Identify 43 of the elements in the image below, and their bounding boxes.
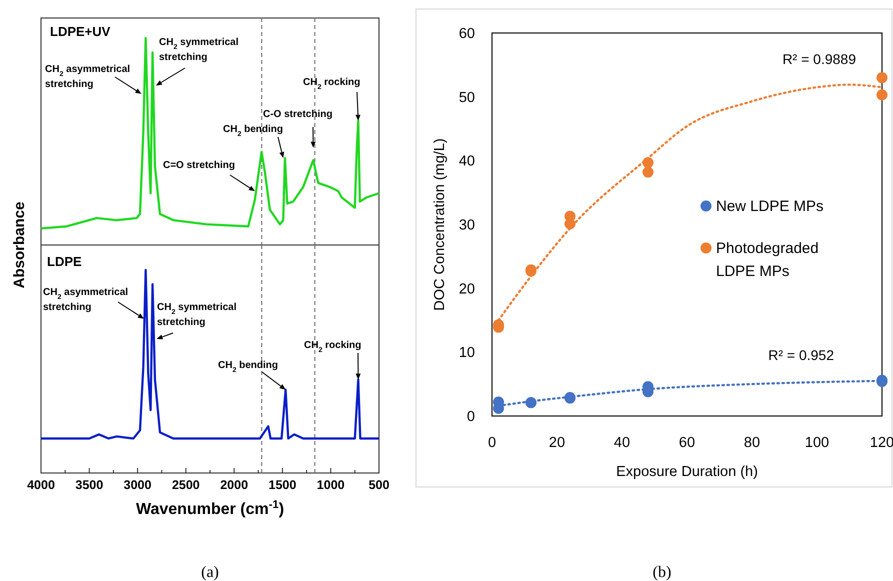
x-axis-title: Wavenumber (cm$^{-1}$)	[136, 499, 284, 518]
x-axis-title: Exposure Duration (h)	[616, 464, 758, 480]
y-tick-label: 50	[458, 90, 475, 106]
y-tick-label: 20	[458, 281, 475, 298]
legend-label: Photodegraded LDPE MPs	[716, 240, 819, 280]
x-tick-label: 40	[614, 435, 630, 451]
annotation: R² = 0.9889	[782, 51, 856, 67]
x-tick-label: 3000	[124, 478, 152, 492]
annotation: C-O stretching	[263, 109, 332, 120]
y-tick-label: 30	[458, 218, 475, 234]
text: (b)	[652, 564, 672, 581]
annotation: CH$_{2}$ bending	[218, 360, 278, 374]
x-tick-label: 60	[678, 435, 696, 451]
x-tick-label: 1500	[268, 478, 296, 492]
chart-title: LDPE+UV	[50, 24, 111, 39]
annotation: CH$_{2}$ symmetrical stretching	[157, 302, 237, 328]
y-tick-label: 60	[458, 26, 475, 42]
annotation: CH$_{2}$ asymmetrical stretching	[45, 64, 130, 90]
legend-label: New LDPE MPs	[716, 198, 824, 215]
x-tick-label: 0	[488, 435, 496, 451]
chart-title: LDPE	[47, 254, 82, 269]
x-tick-label: 500	[368, 478, 390, 492]
x-tick-label: 2500	[172, 478, 200, 492]
y-axis-title: DOC Concentration (mg/L)	[432, 138, 448, 311]
annotation: CH$_{2}$ rocking	[303, 77, 360, 90]
x-tick-label: 2000	[220, 478, 248, 492]
text: (a)	[201, 564, 219, 581]
x-tick-label: 1000	[316, 478, 345, 492]
y-axis-title: Absorbance	[11, 202, 28, 288]
annotation: R² = 0.952	[768, 347, 834, 363]
annotation: CH$_{2}$ asymmetrical stretching	[43, 287, 128, 313]
x-tick-label: 20	[548, 435, 566, 451]
y-tick-label: 0	[466, 409, 475, 425]
annotation: CH$_{2}$ bending	[223, 124, 284, 138]
y-tick-label: 10	[458, 345, 475, 362]
annotation: CH$_{2}$ symmetrical stretching	[159, 37, 239, 63]
x-tick-label: 80	[744, 435, 760, 451]
x-tick-label: 4000	[27, 478, 55, 492]
x-tick-label: 100	[804, 435, 830, 451]
annotation: C=O stretching	[163, 160, 235, 171]
annotation: CH$_{2}$ rocking	[304, 340, 362, 354]
x-tick-label: 3500	[75, 478, 104, 492]
y-tick-label: 40	[458, 154, 475, 170]
